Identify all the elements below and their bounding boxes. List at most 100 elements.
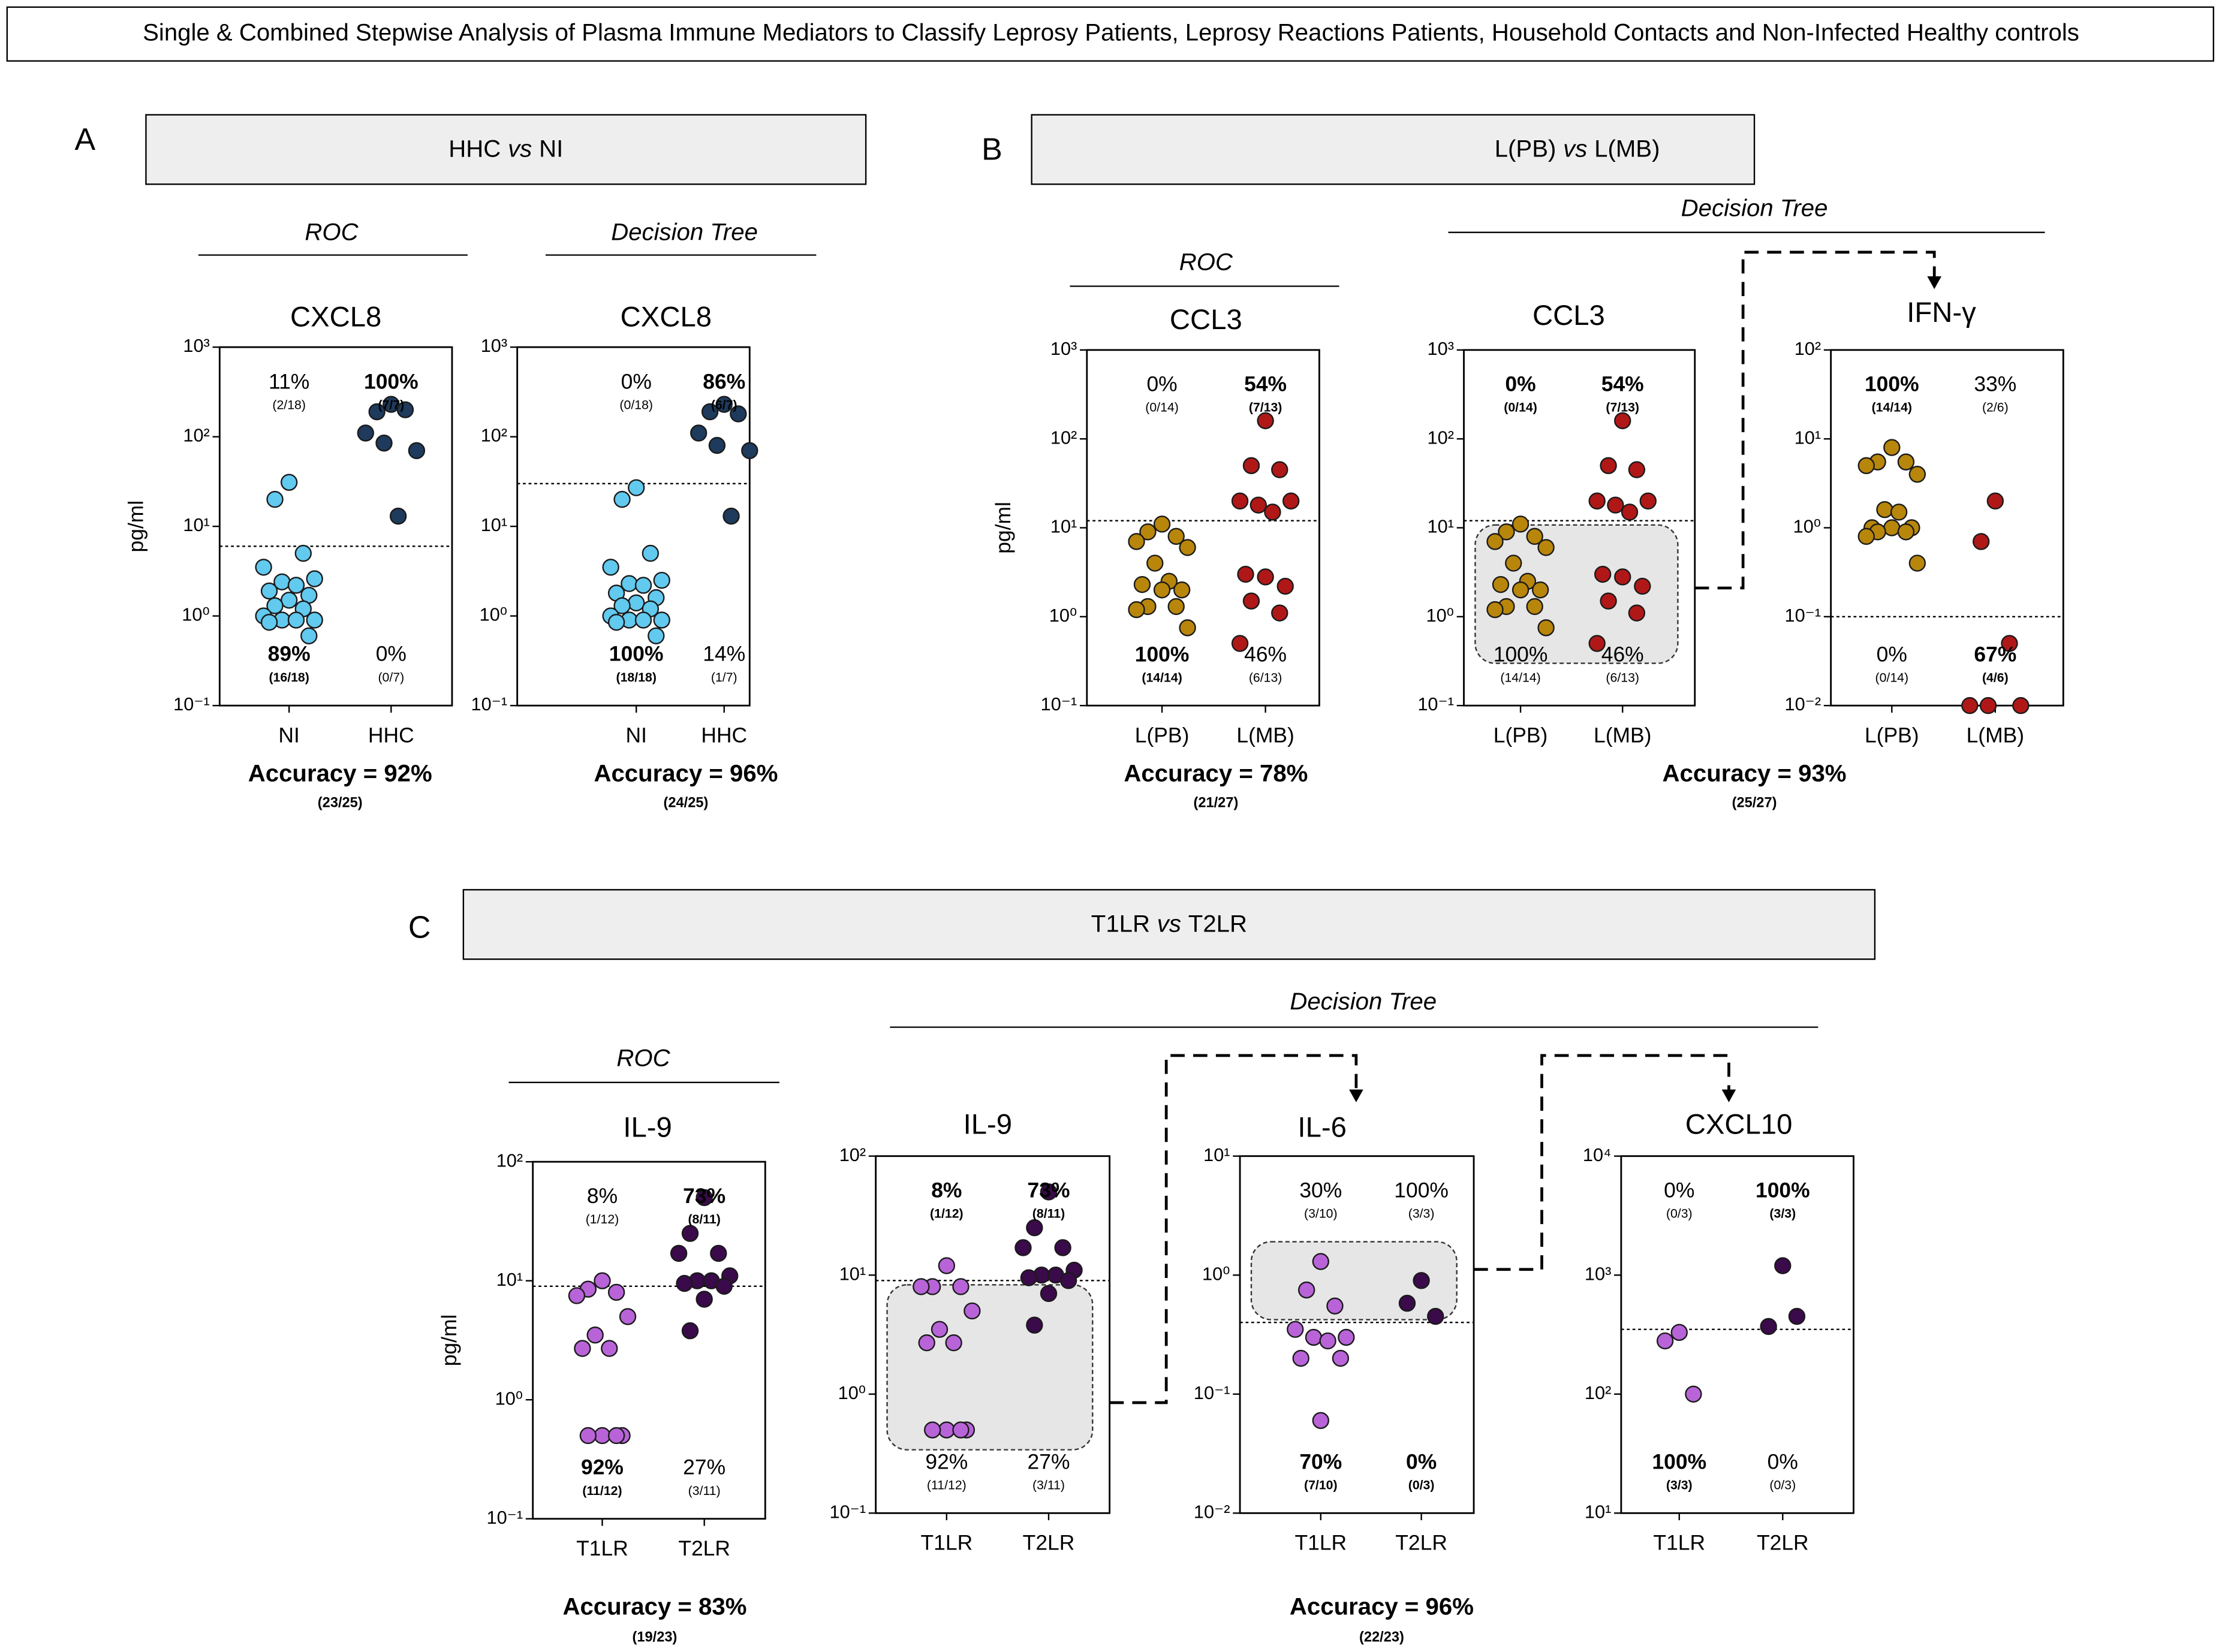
flow-arrow bbox=[1694, 251, 1936, 590]
x-tick-label: T2LR bbox=[678, 1536, 730, 1560]
chart: CXCL8 10⁻¹ 10⁰ 10¹ 10² 10³ NI HHC 0% (0/18) 100% (1… bbox=[471, 301, 758, 747]
percent-label: 54% bbox=[1244, 372, 1287, 396]
percent-label: 0% bbox=[621, 369, 652, 393]
heading-part: L(PB) bbox=[1495, 135, 1556, 162]
heading-part: vs bbox=[1157, 910, 1181, 937]
data-point bbox=[634, 577, 652, 594]
data-point bbox=[964, 1302, 981, 1320]
percent-label: 46% bbox=[1244, 642, 1287, 666]
data-point bbox=[1297, 1281, 1315, 1299]
flow-arrow bbox=[1474, 1054, 1730, 1271]
percent-label: 0% bbox=[1406, 1449, 1437, 1473]
data-point bbox=[913, 1278, 930, 1295]
data-point bbox=[357, 424, 374, 442]
y-tick-label: 10⁻¹ bbox=[487, 1507, 523, 1528]
y-tick-label: 10⁰ bbox=[838, 1382, 866, 1403]
y-tick-label: 10⁻¹ bbox=[1784, 605, 1821, 626]
data-point bbox=[375, 434, 393, 452]
accuracy-detail: (25/27) bbox=[1732, 795, 1777, 810]
percent-label: 46% bbox=[1601, 642, 1644, 666]
count-label: (0/7) bbox=[378, 670, 404, 685]
percent-label: 100% bbox=[609, 642, 664, 666]
y-tick-label: 10⁰ bbox=[182, 604, 209, 625]
plot-frame bbox=[1239, 1155, 1475, 1514]
data-point bbox=[642, 544, 660, 562]
data-point bbox=[681, 1322, 699, 1340]
data-point bbox=[938, 1257, 956, 1274]
percent-label: 30% bbox=[1299, 1178, 1342, 1202]
panel-heading: L(PB) vs L(MB) bbox=[1495, 135, 1660, 162]
data-point bbox=[280, 474, 298, 491]
y-tick-label: 10¹ bbox=[183, 514, 209, 535]
data-point bbox=[294, 544, 312, 562]
chart-title: CCL3 bbox=[1170, 304, 1242, 336]
chart: CXCL8 pg/ml 10⁻¹ 10⁰ 10¹ 10² 10³ NI HHC 11% (2/18)… bbox=[124, 301, 453, 747]
data-point bbox=[1326, 1297, 1344, 1315]
data-point bbox=[1312, 1253, 1329, 1270]
y-tick-label: 10¹ bbox=[839, 1263, 866, 1284]
accuracy: Accuracy = 93% bbox=[1663, 760, 1847, 787]
y-tick-label: 10⁰ bbox=[495, 1388, 523, 1409]
data-point bbox=[1257, 412, 1274, 430]
data-point bbox=[1670, 1324, 1688, 1342]
data-point bbox=[1153, 581, 1171, 599]
data-point bbox=[924, 1421, 941, 1439]
data-point bbox=[1179, 539, 1196, 556]
x-tick-label: L(PB) bbox=[1135, 723, 1190, 747]
data-point bbox=[260, 582, 278, 600]
y-tick-label: 10⁻¹ bbox=[173, 694, 210, 715]
data-point bbox=[628, 594, 645, 611]
data-point bbox=[708, 436, 726, 454]
data-point bbox=[1133, 575, 1151, 593]
data-point bbox=[1594, 565, 1612, 583]
percent-label: 100% bbox=[1756, 1178, 1810, 1202]
percent-label: 27% bbox=[1028, 1449, 1070, 1473]
chart-title: CXCL8 bbox=[621, 301, 712, 333]
data-point bbox=[1614, 412, 1631, 430]
data-point bbox=[1908, 554, 1926, 572]
x-tick-label: NI bbox=[626, 723, 647, 747]
data-point bbox=[1167, 598, 1185, 616]
data-point bbox=[653, 611, 670, 629]
data-point bbox=[634, 611, 652, 629]
percent-label: 33% bbox=[1974, 372, 2016, 396]
count-label: (8/11) bbox=[688, 1212, 720, 1226]
data-point bbox=[1656, 1332, 1674, 1350]
data-point bbox=[1139, 523, 1157, 541]
y-tick-label: 10⁴ bbox=[1583, 1144, 1611, 1165]
data-point bbox=[1639, 492, 1657, 510]
data-point bbox=[260, 613, 278, 631]
percent-label: 100% bbox=[1394, 1178, 1449, 1202]
y-tick-label: 10² bbox=[1585, 1382, 1611, 1403]
y-tick-label: 10² bbox=[183, 425, 209, 446]
data-point bbox=[1760, 1318, 1777, 1336]
arrow-heads bbox=[1349, 276, 1942, 1102]
data-point bbox=[287, 611, 305, 629]
data-point bbox=[1876, 501, 1893, 518]
heading-part: T1LR bbox=[1091, 910, 1150, 937]
y-tick-label: 10⁻¹ bbox=[1194, 1382, 1230, 1403]
accuracy: Accuracy = 78% bbox=[1124, 760, 1308, 787]
chart: CCL3 pg/ml 10⁻¹ 10⁰ 10¹ 10² 10³ L(PB) L(MB) 0% (0/… bbox=[991, 304, 1320, 747]
data-point bbox=[952, 1421, 970, 1439]
data-point bbox=[1040, 1285, 1058, 1303]
data-point bbox=[1040, 1183, 1058, 1201]
percent-label: 67% bbox=[1974, 642, 2016, 666]
data-point bbox=[1526, 527, 1543, 545]
data-point bbox=[1512, 516, 1529, 533]
data-point bbox=[1264, 504, 1281, 521]
data-point bbox=[389, 507, 407, 525]
data-point bbox=[1614, 568, 1631, 586]
y-tick-label: 10² bbox=[839, 1144, 866, 1165]
percent-label: 100% bbox=[364, 369, 418, 393]
y-tick-label: 10³ bbox=[1428, 338, 1454, 359]
data-point bbox=[1312, 1412, 1329, 1429]
chart: IL-6 10⁻² 10⁻¹ 10⁰ 10¹ T1LR T2LR 30% (3/10) 70% (7… bbox=[1194, 1111, 1475, 1555]
data-point bbox=[1774, 1257, 1792, 1274]
accuracy-detail: (23/25) bbox=[318, 795, 363, 810]
data-point bbox=[695, 1189, 713, 1207]
count-label: (18/18) bbox=[616, 670, 657, 685]
panel-letter: A bbox=[74, 122, 95, 157]
section-label: Decision Tree bbox=[1290, 988, 1437, 1015]
y-tick-label: 10¹ bbox=[1050, 516, 1077, 537]
